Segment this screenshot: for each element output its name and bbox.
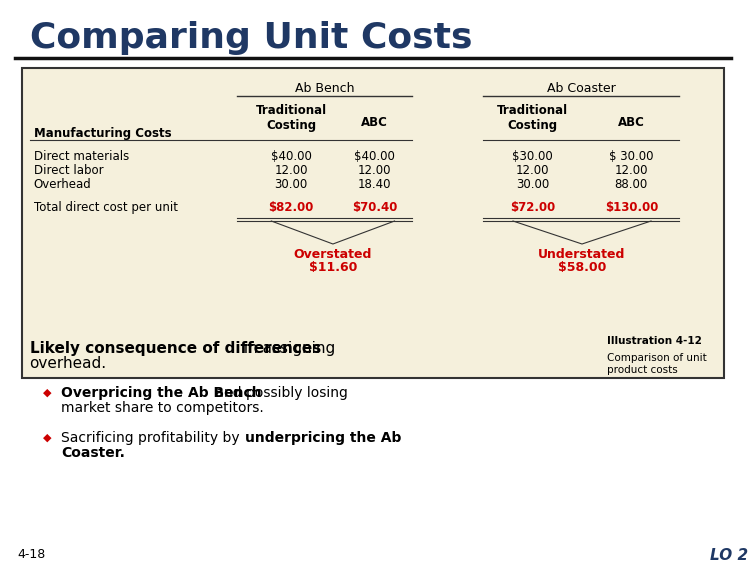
Text: Total direct cost per unit: Total direct cost per unit — [33, 202, 178, 214]
Text: 30.00: 30.00 — [516, 179, 550, 191]
Text: in assigning: in assigning — [239, 340, 335, 355]
Text: Traditional
Costing: Traditional Costing — [497, 104, 569, 132]
Text: ◆: ◆ — [43, 388, 51, 398]
Text: Understated: Understated — [538, 248, 626, 260]
Text: Comparing Unit Costs: Comparing Unit Costs — [29, 21, 472, 55]
Text: Direct labor: Direct labor — [33, 165, 103, 177]
Text: Traditional
Costing: Traditional Costing — [256, 104, 327, 132]
FancyBboxPatch shape — [22, 68, 724, 378]
Text: LO 2: LO 2 — [710, 548, 748, 563]
Text: Ab Coaster: Ab Coaster — [547, 81, 615, 94]
Text: $130.00: $130.00 — [605, 202, 658, 214]
Text: 88.00: 88.00 — [615, 179, 648, 191]
Text: 4-18: 4-18 — [17, 548, 46, 562]
Text: $58.00: $58.00 — [558, 262, 606, 275]
Text: 30.00: 30.00 — [274, 179, 308, 191]
Text: Sacrificing profitability by: Sacrificing profitability by — [61, 431, 244, 445]
Text: Illustration 4-12: Illustration 4-12 — [606, 336, 702, 346]
Text: 12.00: 12.00 — [358, 165, 392, 177]
Text: $11.60: $11.60 — [308, 262, 357, 275]
Text: ABC: ABC — [361, 116, 389, 130]
Text: $40.00: $40.00 — [271, 150, 311, 164]
Text: Ab Bench: Ab Bench — [295, 81, 355, 94]
Text: Comparison of unit
product costs: Comparison of unit product costs — [606, 353, 706, 376]
Text: 12.00: 12.00 — [615, 165, 648, 177]
Text: underpricing the Ab: underpricing the Ab — [245, 431, 401, 445]
Text: $30.00: $30.00 — [513, 150, 553, 164]
Text: market share to competitors.: market share to competitors. — [61, 401, 264, 415]
Text: ◆: ◆ — [43, 433, 51, 443]
Text: Coaster.: Coaster. — [61, 446, 125, 460]
Text: ABC: ABC — [618, 116, 645, 130]
Text: $82.00: $82.00 — [268, 202, 314, 214]
Text: Direct materials: Direct materials — [33, 150, 129, 164]
Text: 12.00: 12.00 — [516, 165, 550, 177]
Text: $72.00: $72.00 — [510, 202, 556, 214]
Text: $70.40: $70.40 — [352, 202, 398, 214]
Text: 18.40: 18.40 — [358, 179, 392, 191]
Text: Overstated: Overstated — [294, 248, 372, 260]
Text: overhead.: overhead. — [29, 355, 107, 370]
Text: Overpricing the Ab Bench: Overpricing the Ab Bench — [61, 386, 262, 400]
Text: 12.00: 12.00 — [274, 165, 308, 177]
Text: Likely consequence of differences: Likely consequence of differences — [29, 340, 321, 355]
Text: Manufacturing Costs: Manufacturing Costs — [33, 127, 171, 139]
Text: Overhead: Overhead — [33, 179, 91, 191]
Text: $40.00: $40.00 — [355, 150, 395, 164]
Text: and possibly losing: and possibly losing — [211, 386, 348, 400]
Text: $ 30.00: $ 30.00 — [609, 150, 654, 164]
